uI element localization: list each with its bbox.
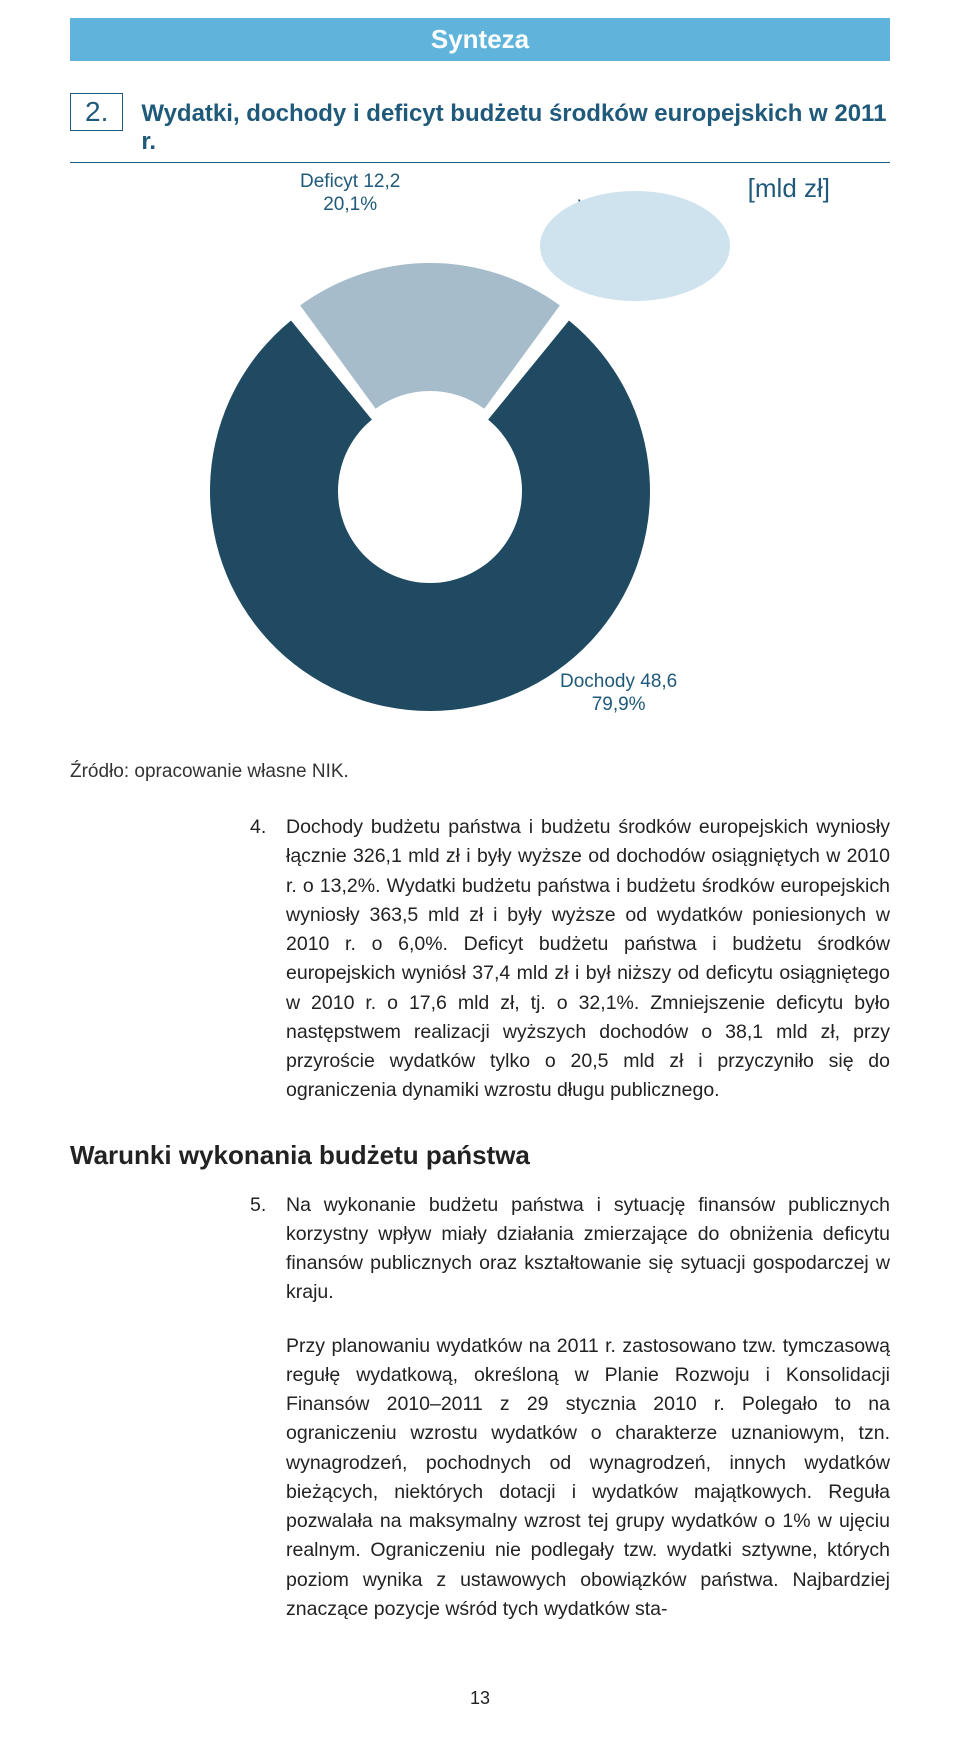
- label-deficyt-l1: Deficyt 12,2: [300, 171, 400, 192]
- p5a-text: Na wykonanie budżetu państwa i sytuację …: [286, 1191, 890, 1308]
- p4-ordinal: 4.: [250, 813, 272, 1130]
- donut-chart: [180, 241, 680, 741]
- chart-container: [mld zł] Deficyt 12,2 20,1% Wydatki 60,8…: [130, 171, 830, 731]
- source-line: Źródło: opracowanie własne NIK.: [70, 761, 890, 783]
- figure-number: 2.: [70, 93, 123, 131]
- figure-rule: [70, 162, 890, 163]
- label-deficyt: Deficyt 12,2 20,1%: [300, 171, 400, 217]
- unit-label: [mld zł]: [748, 173, 830, 204]
- label-dochody-l2: 79,9%: [592, 694, 646, 715]
- label-dochody-l1: Dochody 48,6: [560, 671, 677, 692]
- section-heading: Warunki wykonania budżetu państwa: [70, 1140, 890, 1171]
- header-bar: Synteza: [70, 18, 890, 61]
- p5-ordinal: 5.: [250, 1191, 272, 1649]
- label-deficyt-l2: 20,1%: [323, 194, 377, 215]
- p5b-text: Przy planowaniu wydatków na 2011 r. zast…: [286, 1332, 890, 1625]
- p4-text: Dochody budżetu państwa i budżetu środkó…: [286, 813, 890, 1106]
- page-number: 13: [70, 1688, 890, 1709]
- header-title: Synteza: [431, 24, 529, 54]
- figure-title: Wydatki, dochody i deficyt budżetu środk…: [141, 100, 890, 156]
- paragraph-4-block: 4. Dochody budżetu państwa i budżetu śro…: [250, 813, 890, 1130]
- paragraph-5-block: 5. Na wykonanie budżetu państwa i sytuac…: [250, 1191, 890, 1649]
- figure-heading-row: 2. Wydatki, dochody i deficyt budżetu śr…: [70, 93, 890, 156]
- label-dochody: Dochody 48,6 79,9%: [560, 671, 677, 717]
